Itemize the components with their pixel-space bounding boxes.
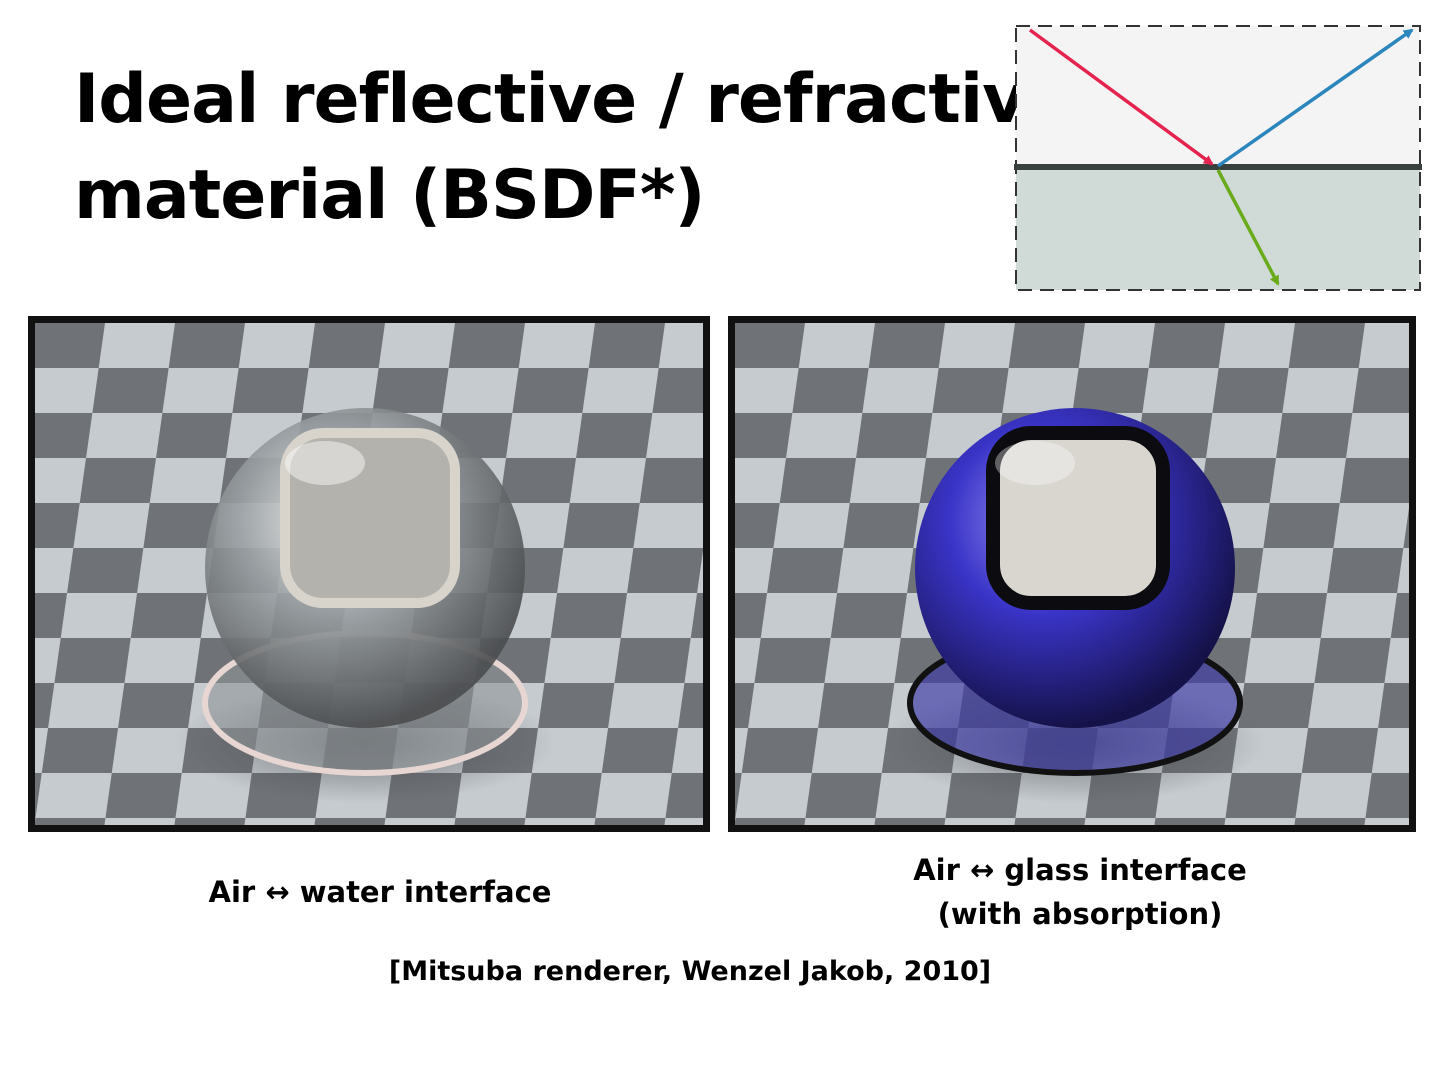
reflection-refraction-diagram <box>1012 22 1424 294</box>
reflected-ray <box>1216 28 1414 168</box>
render-air-water <box>28 316 710 832</box>
render-air-glass <box>728 316 1416 832</box>
sphere-highlight <box>995 441 1075 485</box>
sphere-highlight <box>285 441 365 485</box>
inner-cube <box>986 426 1170 610</box>
upper-medium <box>1016 26 1420 167</box>
title-line-1: Ideal reflective / refractive <box>74 60 1072 139</box>
slide-title: Ideal reflective / refractive material (… <box>74 52 1072 244</box>
caption-air-water: Air ↔ water interface <box>208 875 552 909</box>
caption-air-glass: Air ↔ glass interface (with absorption) <box>880 848 1280 936</box>
diagram-frame <box>1015 25 1421 291</box>
caption-air-glass-line1: Air ↔ glass interface <box>913 853 1247 887</box>
incident-ray <box>1028 28 1214 166</box>
inner-cube <box>280 428 460 608</box>
citation: [Mitsuba renderer, Wenzel Jakob, 2010] <box>388 956 992 987</box>
refracted-ray <box>1216 169 1280 286</box>
lower-medium <box>1016 167 1420 290</box>
caption-air-glass-line2: (with absorption) <box>937 897 1223 931</box>
title-line-2: material (BSDF*) <box>74 156 705 235</box>
